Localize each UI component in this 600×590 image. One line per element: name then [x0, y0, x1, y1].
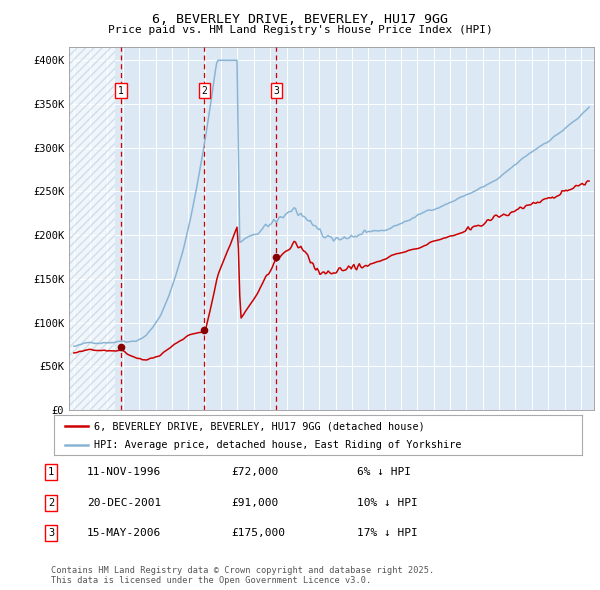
Text: 1: 1: [48, 467, 54, 477]
Text: 20-DEC-2001: 20-DEC-2001: [87, 498, 161, 507]
Text: 11-NOV-1996: 11-NOV-1996: [87, 467, 161, 477]
Text: 17% ↓ HPI: 17% ↓ HPI: [357, 529, 418, 538]
Text: 10% ↓ HPI: 10% ↓ HPI: [357, 498, 418, 507]
Text: 6, BEVERLEY DRIVE, BEVERLEY, HU17 9GG: 6, BEVERLEY DRIVE, BEVERLEY, HU17 9GG: [152, 13, 448, 26]
Text: £91,000: £91,000: [231, 498, 278, 507]
Bar: [69, 47, 115, 410]
Text: £175,000: £175,000: [231, 529, 285, 538]
Text: 2: 2: [48, 498, 54, 507]
Text: 6% ↓ HPI: 6% ↓ HPI: [357, 467, 411, 477]
Text: 2: 2: [202, 86, 207, 96]
Text: 1: 1: [118, 86, 124, 96]
Text: £72,000: £72,000: [231, 467, 278, 477]
Text: 3: 3: [48, 529, 54, 538]
Text: Price paid vs. HM Land Registry's House Price Index (HPI): Price paid vs. HM Land Registry's House …: [107, 25, 493, 35]
Text: HPI: Average price, detached house, East Riding of Yorkshire: HPI: Average price, detached house, East…: [94, 440, 461, 450]
Text: 3: 3: [274, 86, 280, 96]
Text: 15-MAY-2006: 15-MAY-2006: [87, 529, 161, 538]
Text: Contains HM Land Registry data © Crown copyright and database right 2025.
This d: Contains HM Land Registry data © Crown c…: [51, 566, 434, 585]
Text: 6, BEVERLEY DRIVE, BEVERLEY, HU17 9GG (detached house): 6, BEVERLEY DRIVE, BEVERLEY, HU17 9GG (d…: [94, 421, 424, 431]
